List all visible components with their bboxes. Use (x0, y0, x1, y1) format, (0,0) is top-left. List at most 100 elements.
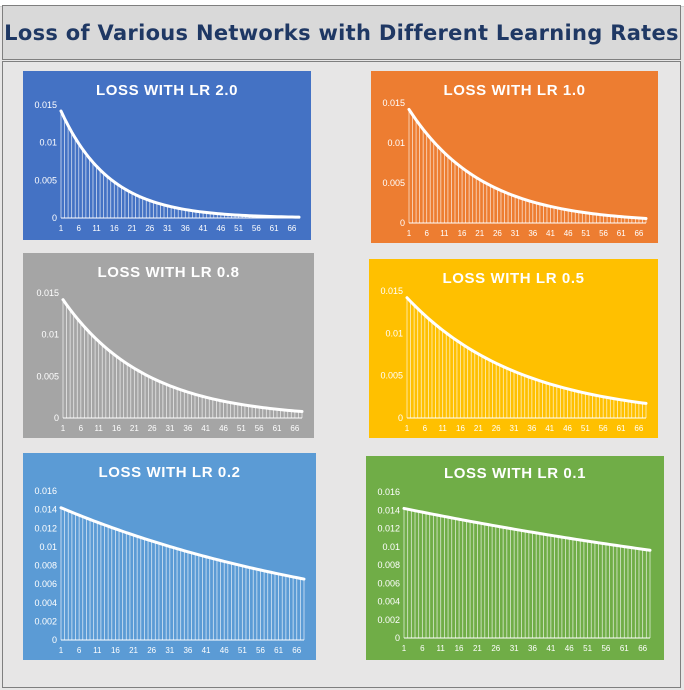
x-tick-label: 51 (234, 224, 243, 233)
x-tick-label: 41 (199, 224, 208, 233)
x-tick-label: 1 (405, 424, 410, 433)
chart-background (23, 71, 311, 240)
x-tick-label: 61 (617, 229, 626, 238)
y-tick-label: 0.01 (382, 542, 400, 552)
x-tick-label: 11 (95, 424, 104, 433)
y-tick-label: 0.002 (34, 616, 57, 626)
x-tick-label: 26 (492, 424, 501, 433)
page-title: Loss of Various Networks with Different … (4, 20, 679, 45)
x-tick-label: 11 (437, 644, 446, 653)
chart-panel-lr-0-2[interactable]: LOSS WITH LR 0.2 0 0.002 0.004 0.006 0.008 0.0… (23, 453, 316, 660)
x-tick-label: 41 (545, 424, 554, 433)
x-tick-label: 21 (128, 224, 137, 233)
chart-panel-lr-1-0[interactable]: LOSS WITH LR 1.0 0 0.005 0.01 0.015 1 6 11 16 21 2… (371, 71, 658, 243)
x-tick-label: 1 (59, 224, 64, 233)
x-tick-label: 56 (599, 229, 608, 238)
x-tick-label: 21 (473, 644, 482, 653)
loss-series-line (59, 109, 301, 219)
chart-svg-lr-0-2: LOSS WITH LR 0.2 0 0.002 0.004 0.006 0.008 0.0… (23, 453, 316, 660)
chart-panel-lr-0-1[interactable]: LOSS WITH LR 0.1 0 0.002 0.004 0.006 0.008 0.0… (366, 456, 664, 660)
y-tick-label: 0.015 (34, 100, 57, 110)
x-tick-label: 21 (129, 646, 138, 655)
x-tick-label: 31 (165, 646, 174, 655)
y-tick-label: 0.015 (382, 98, 405, 108)
y-tick-label: 0.005 (380, 371, 403, 381)
x-tick-label: 1 (61, 424, 66, 433)
x-tick-label: 21 (130, 424, 139, 433)
y-tick-label: 0.014 (34, 505, 57, 515)
x-tick-label: 56 (601, 644, 610, 653)
x-tick-label: 66 (638, 644, 647, 653)
x-tick-label: 41 (546, 229, 555, 238)
page-header: Loss of Various Networks with Different … (2, 5, 681, 60)
x-tick-label: 56 (252, 224, 261, 233)
y-tick-label: 0 (398, 413, 403, 423)
x-tick-label: 51 (581, 424, 590, 433)
x-tick-label: 26 (148, 424, 157, 433)
x-tick-label: 56 (256, 646, 265, 655)
x-tick-label: 36 (528, 229, 537, 238)
chart-panel-lr-0-5[interactable]: LOSS WITH LR 0.5 0 0.005 0.01 0.015 1 6 11 16 21 2… (369, 259, 658, 438)
y-tick-label: 0 (400, 218, 405, 228)
x-tick-label: 66 (634, 424, 643, 433)
y-tick-label: 0.015 (36, 288, 59, 298)
y-tick-label: 0.002 (377, 615, 400, 625)
x-tick-label: 61 (617, 424, 626, 433)
chart-panel-lr-2-0[interactable]: LOSS WITH LR 2.0 0 0.005 0.01 0.015 1 6 11 16 21 2… (23, 71, 311, 240)
loss-series-line (405, 296, 648, 405)
x-tick-label: 46 (564, 229, 573, 238)
y-tick-label: 0.016 (377, 487, 400, 497)
x-tick-label: 1 (59, 646, 64, 655)
x-tick-label: 26 (493, 229, 502, 238)
x-tick-label: 41 (201, 424, 210, 433)
x-tick-label: 26 (147, 646, 156, 655)
x-tick-label: 6 (424, 229, 429, 238)
x-tick-label: 56 (255, 424, 264, 433)
y-tick-label: 0 (52, 213, 57, 223)
y-tick-label: 0.005 (382, 178, 405, 188)
x-tick-label: 51 (238, 646, 247, 655)
x-tick-label: 16 (110, 224, 119, 233)
x-tick-label: 16 (455, 644, 464, 653)
x-tick-label: 46 (216, 224, 225, 233)
x-tick-label: 21 (474, 424, 483, 433)
x-tick-label: 36 (528, 644, 537, 653)
x-tick-label: 41 (546, 644, 555, 653)
y-tick-label: 0.004 (377, 597, 400, 607)
x-tick-label: 6 (79, 424, 84, 433)
chart-title: LOSS WITH LR 0.5 (442, 270, 584, 287)
y-tick-label: 0.01 (41, 330, 59, 340)
loss-series-line (402, 506, 652, 552)
x-tick-label: 61 (270, 224, 279, 233)
y-tick-label: 0.01 (39, 542, 57, 552)
x-tick-label: 6 (77, 224, 82, 233)
x-tick-label: 31 (163, 224, 172, 233)
chart-background (369, 259, 658, 438)
x-tick-label: 11 (93, 646, 102, 655)
x-tick-label: 66 (290, 424, 299, 433)
x-tick-label: 46 (563, 424, 572, 433)
y-tick-label: 0.005 (34, 175, 57, 185)
x-tick-label: 46 (220, 646, 229, 655)
y-tick-label: 0.01 (385, 328, 403, 338)
x-tick-label: 46 (565, 644, 574, 653)
x-tick-label: 36 (181, 224, 190, 233)
chart-title: LOSS WITH LR 0.2 (98, 464, 240, 481)
chart-panel-lr-0-8[interactable]: LOSS WITH LR 0.8 0 0.005 0.01 0.015 1 6 11 16 21 2… (23, 253, 314, 438)
x-tick-label: 36 (527, 424, 536, 433)
y-tick-label: 0.004 (34, 598, 57, 608)
x-tick-label: 6 (77, 646, 82, 655)
x-tick-label: 6 (423, 424, 428, 433)
x-tick-label: 61 (273, 424, 282, 433)
y-tick-label: 0.008 (377, 560, 400, 570)
x-tick-label: 11 (439, 424, 448, 433)
x-tick-label: 46 (219, 424, 228, 433)
x-tick-label: 31 (510, 644, 519, 653)
x-tick-label: 41 (202, 646, 211, 655)
chart-background (366, 456, 664, 660)
chart-title: LOSS WITH LR 0.1 (444, 465, 586, 482)
x-tick-label: 66 (634, 229, 643, 238)
